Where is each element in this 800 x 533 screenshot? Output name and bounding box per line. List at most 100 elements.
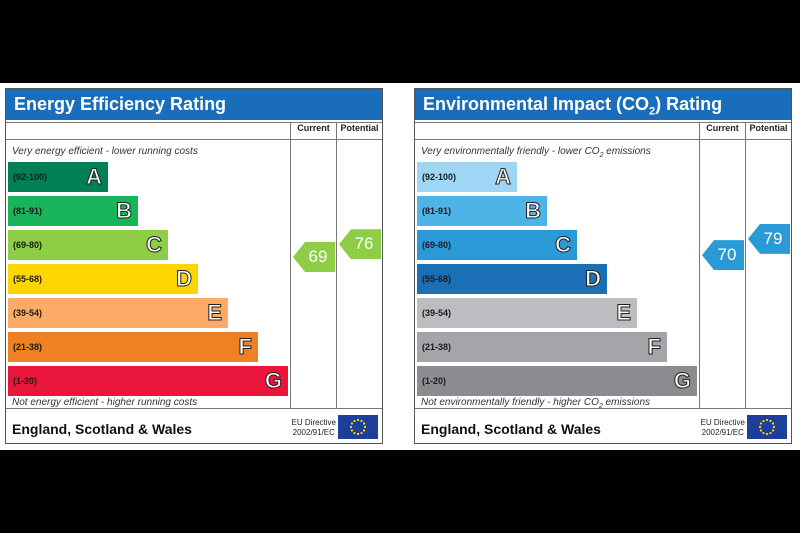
- eu-star: [360, 431, 363, 435]
- column-header-current: Current: [706, 123, 739, 133]
- environmental-impact-chart: Environmental Impact (CO2) Rating Curren…: [414, 88, 792, 444]
- eu-star: [765, 432, 769, 436]
- divider: [699, 122, 700, 408]
- band-range-label: (21-38): [13, 342, 43, 352]
- band-range-label: (21-38): [422, 342, 452, 352]
- region-label: England, Scotland & Wales: [421, 421, 601, 437]
- rating-band-b: (81-91) B: [417, 196, 547, 226]
- eu-star: [762, 419, 765, 423]
- eu-star: [765, 418, 769, 422]
- divider: [290, 122, 291, 408]
- band-letter-label: C: [555, 232, 572, 258]
- column-header-potential: Potential: [749, 123, 788, 133]
- eu-star: [360, 419, 363, 423]
- bottom-note: Not energy efficient - higher running co…: [12, 397, 198, 408]
- rating-band-g: (1-20) G: [8, 366, 288, 396]
- rating-band-a: (92-100) A: [417, 162, 517, 192]
- rating-band-d: (55-68) D: [417, 264, 607, 294]
- eu-directive-label: EU Directive 2002/91/EC: [701, 418, 745, 438]
- chart-title: Environmental Impact (CO2) Rating: [415, 89, 791, 120]
- band-letter-label: D: [585, 266, 602, 292]
- note-subscript: 2: [599, 152, 604, 159]
- note-text: emissions: [603, 146, 651, 157]
- band-letter-label: B: [525, 198, 542, 224]
- band-letter-label: F: [647, 334, 661, 360]
- current-rating-value: 70: [717, 245, 737, 265]
- title-text: Environmental Impact (CO: [423, 94, 650, 114]
- divider: [415, 122, 791, 123]
- eu-star: [762, 431, 765, 435]
- eu-star: [759, 429, 763, 432]
- note-text: emissions: [602, 397, 651, 408]
- eu-star: [356, 432, 360, 436]
- top-note: Very environmentally friendly - lower CO…: [421, 146, 651, 159]
- potential-rating-value: 76: [354, 234, 374, 254]
- rating-band-c: (69-80) C: [8, 230, 168, 260]
- band-letter-label: D: [176, 266, 193, 292]
- column-header-current: Current: [297, 123, 330, 133]
- rating-band-d: (55-68) D: [8, 264, 198, 294]
- title-subscript: 2: [649, 105, 656, 118]
- band-range-label: (69-80): [13, 240, 43, 250]
- band-range-label: (92-100): [422, 172, 457, 182]
- band-letter-label: A: [86, 164, 103, 190]
- band-range-label: (81-91): [422, 206, 452, 216]
- band-range-label: (92-100): [13, 172, 48, 182]
- directive-line: 2002/91/EC: [292, 428, 335, 437]
- potential-rating-arrow: 79: [748, 223, 790, 254]
- band-letter-label: B: [116, 198, 133, 224]
- divider: [415, 139, 791, 140]
- eu-flag-icon: [338, 415, 378, 439]
- eu-star: [353, 419, 356, 423]
- rating-band-c: (69-80) C: [417, 230, 577, 260]
- band-range-label: (39-54): [13, 308, 43, 318]
- band-letter-label: C: [146, 232, 163, 258]
- energy-efficiency-chart: Energy Efficiency Rating Current Potenti…: [5, 88, 383, 444]
- band-letter-label: F: [238, 334, 252, 360]
- band-range-label: (1-20): [13, 376, 38, 386]
- band-range-label: (1-20): [422, 376, 447, 386]
- band-letter-label: E: [616, 300, 632, 326]
- title-text: ) Rating: [655, 94, 723, 114]
- band-range-label: (55-68): [422, 274, 452, 284]
- current-rating-arrow: 70: [702, 240, 744, 271]
- top-note: Very energy efficient - lower running co…: [12, 146, 198, 157]
- rating-band-g: (1-20) G: [417, 366, 697, 396]
- eu-star: [362, 422, 366, 425]
- current-rating-arrow: 69: [293, 242, 335, 272]
- directive-line: EU Directive: [291, 418, 336, 427]
- eu-star: [356, 418, 360, 422]
- note-text: Very environmentally friendly - lower CO: [421, 146, 600, 157]
- eu-flag-icon: [747, 415, 787, 439]
- eu-star: [350, 429, 354, 432]
- directive-line: EU Directive: [700, 418, 745, 427]
- eu-star: [759, 422, 763, 425]
- potential-rating-arrow: 76: [339, 229, 381, 260]
- eu-star: [353, 431, 356, 435]
- band-letter-label: E: [207, 300, 223, 326]
- note-subscript: 2: [598, 403, 603, 410]
- eu-star: [769, 419, 772, 423]
- band-letter-label: A: [495, 164, 512, 190]
- eu-star: [363, 425, 367, 429]
- band-letter-label: G: [264, 368, 282, 394]
- rating-band-a: (92-100) A: [8, 162, 108, 192]
- note-text: Not environmentally friendly - higher CO: [421, 397, 599, 408]
- eu-star: [362, 429, 366, 432]
- divider: [6, 408, 382, 409]
- eu-star: [771, 429, 775, 432]
- divider: [6, 122, 382, 123]
- band-range-label: (55-68): [13, 274, 43, 284]
- eu-star: [350, 422, 354, 425]
- band-range-label: (81-91): [13, 206, 43, 216]
- divider: [415, 408, 791, 409]
- chart-title: Energy Efficiency Rating: [6, 89, 382, 120]
- rating-band-e: (39-54) E: [417, 298, 637, 328]
- eu-flag-background: [747, 415, 787, 439]
- region-label: England, Scotland & Wales: [12, 421, 192, 437]
- eu-star: [772, 425, 776, 429]
- bottom-note: Not environmentally friendly - higher CO…: [421, 397, 650, 410]
- band-range-label: (69-80): [422, 240, 452, 250]
- divider: [745, 122, 746, 408]
- rating-band-f: (21-38) F: [8, 332, 258, 362]
